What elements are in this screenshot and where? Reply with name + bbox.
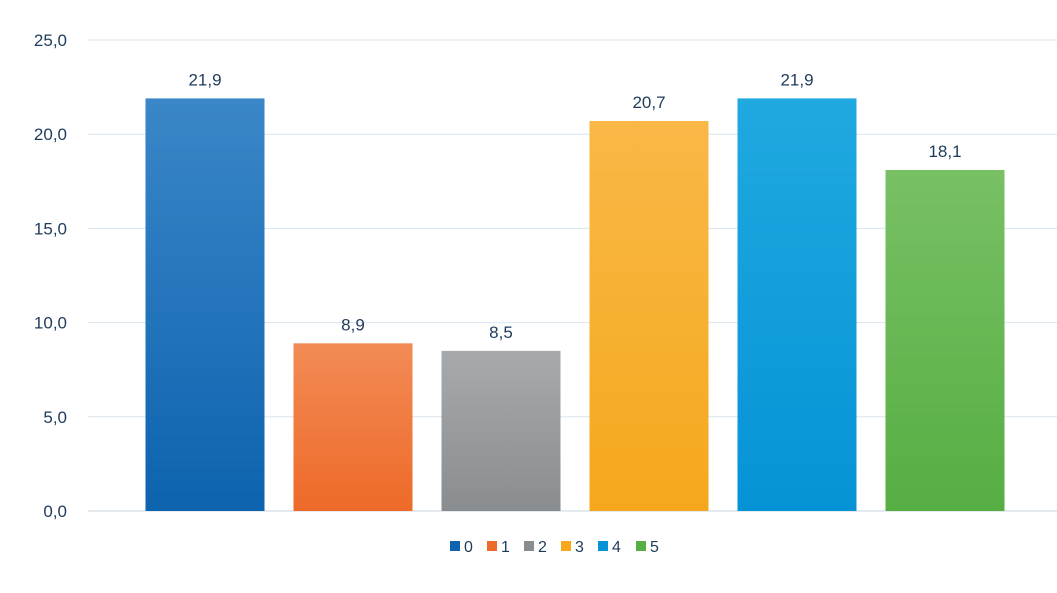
y-axis-tick-labels: 0,0 5,0 10,0 15,0 20,0 25,0 xyxy=(34,31,67,521)
legend-label: 3 xyxy=(575,539,584,556)
legend-swatch xyxy=(487,541,497,551)
bar-2 xyxy=(441,350,561,511)
y-tick-label: 0,0 xyxy=(43,502,67,521)
bars xyxy=(145,98,1005,512)
data-label: 21,9 xyxy=(780,70,813,89)
data-label: 21,9 xyxy=(188,70,221,89)
legend-swatch xyxy=(561,541,571,551)
bar-3 xyxy=(589,121,709,512)
y-tick-label: 20,0 xyxy=(34,125,67,144)
y-tick-label: 15,0 xyxy=(34,219,67,238)
data-labels: 21,9 8,9 8,5 20,7 21,9 18,1 xyxy=(188,70,961,341)
y-tick-label: 5,0 xyxy=(43,408,67,427)
legend-label: 5 xyxy=(650,539,659,556)
data-label: 8,9 xyxy=(341,315,365,334)
legend-label: 2 xyxy=(538,539,547,556)
legend-swatch xyxy=(598,541,608,551)
bar-5 xyxy=(885,169,1005,511)
data-label: 18,1 xyxy=(928,142,961,161)
y-tick-label: 10,0 xyxy=(34,314,67,333)
bar-0 xyxy=(145,98,265,512)
bar-1 xyxy=(293,343,413,511)
legend-swatch xyxy=(450,541,460,551)
legend-label: 4 xyxy=(612,539,621,556)
legend: 0 1 2 3 4 5 xyxy=(450,539,659,556)
legend-swatch xyxy=(524,541,534,551)
legend-label: 0 xyxy=(464,539,473,556)
legend-label: 1 xyxy=(501,539,510,556)
legend-swatch xyxy=(636,541,646,551)
bar-4 xyxy=(737,98,857,512)
data-label: 8,5 xyxy=(489,323,513,342)
data-label: 20,7 xyxy=(632,93,665,112)
y-tick-label: 25,0 xyxy=(34,31,67,50)
